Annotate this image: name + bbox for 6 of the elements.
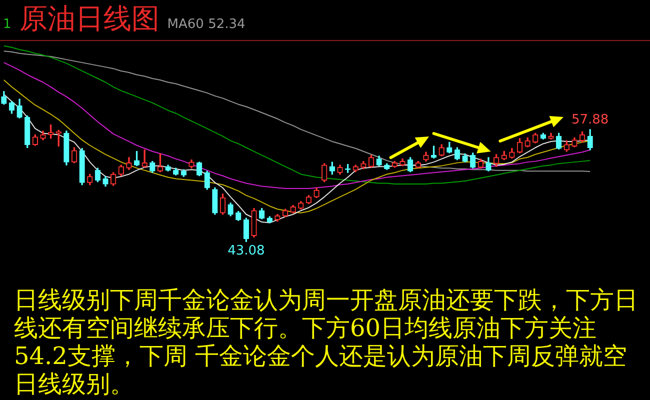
text: MA60 52.34 xyxy=(167,17,246,32)
chart-title: 原油日线图 xyxy=(19,2,160,35)
text: 1 xyxy=(3,17,12,32)
text: 日线级别下周千金论金认为周一开盘原油还要下跌，下方日线还有空间继续承压下行。下方60日均线原油下方关注54.2支撑，下周 千金论金个人还是认为原油下周反弹就空日线级别。 xyxy=(14,286,639,398)
annotation: 57.88 xyxy=(571,112,609,128)
annotation: 43.08 xyxy=(228,244,265,259)
